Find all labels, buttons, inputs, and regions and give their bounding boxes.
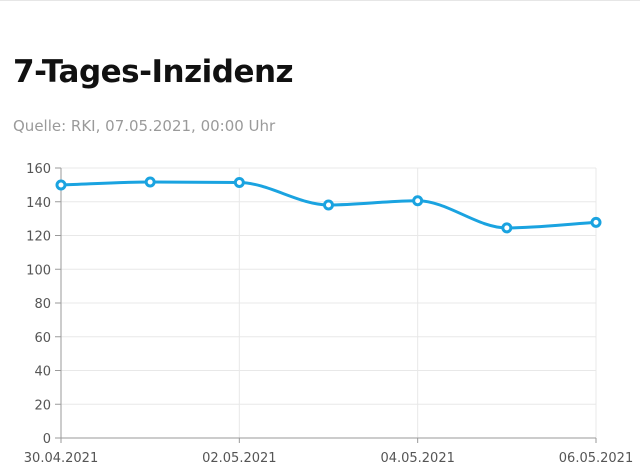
x-axis-ticks: 30.04.2021 02.05.2021 04.05.2021 06.05.2021	[24, 438, 633, 466]
data-point	[412, 195, 424, 207]
data-point	[590, 216, 602, 228]
data-point	[233, 177, 245, 189]
x-tick-label: 04.05.2021	[380, 451, 454, 466]
y-tick-label: 100	[26, 263, 51, 278]
y-tick-label: 120	[26, 230, 51, 245]
x-tick-label: 02.05.2021	[202, 451, 276, 466]
x-tick-label: 30.04.2021	[24, 451, 98, 466]
y-tick-label: 0	[43, 432, 51, 447]
y-tick-label: 80	[34, 297, 51, 312]
y-tick-label: 140	[26, 196, 51, 211]
page-title: 7-Tages-Inzidenz	[13, 54, 294, 90]
y-tick-label: 20	[34, 398, 51, 413]
y-tick-label: 160	[26, 162, 51, 177]
source-caption: Quelle: RKI, 07.05.2021, 00:00 Uhr	[13, 117, 276, 135]
top-divider	[0, 0, 640, 1]
y-axis-ticks: 0 20 40 60 80 100 120 140 160	[26, 162, 61, 447]
data-point	[501, 222, 513, 234]
y-tick-label: 40	[34, 365, 51, 380]
x-tick-label: 06.05.2021	[559, 451, 633, 466]
data-point	[323, 199, 334, 211]
grid-lines	[61, 167, 597, 438]
data-point	[55, 179, 67, 191]
point-layer	[55, 176, 602, 234]
y-tick-label: 60	[34, 331, 51, 346]
data-point	[144, 176, 156, 188]
